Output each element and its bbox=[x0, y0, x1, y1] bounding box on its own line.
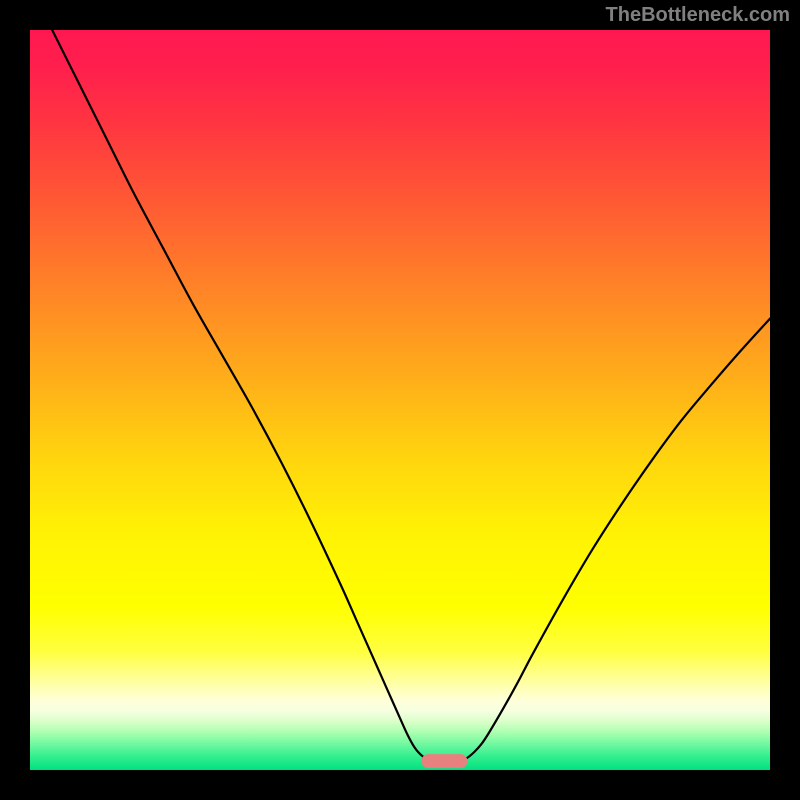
watermark-text: TheBottleneck.com bbox=[606, 4, 790, 27]
gradient-background bbox=[30, 30, 770, 770]
chart-svg bbox=[30, 30, 770, 770]
optimal-marker bbox=[421, 754, 467, 768]
plot-area bbox=[30, 30, 770, 770]
